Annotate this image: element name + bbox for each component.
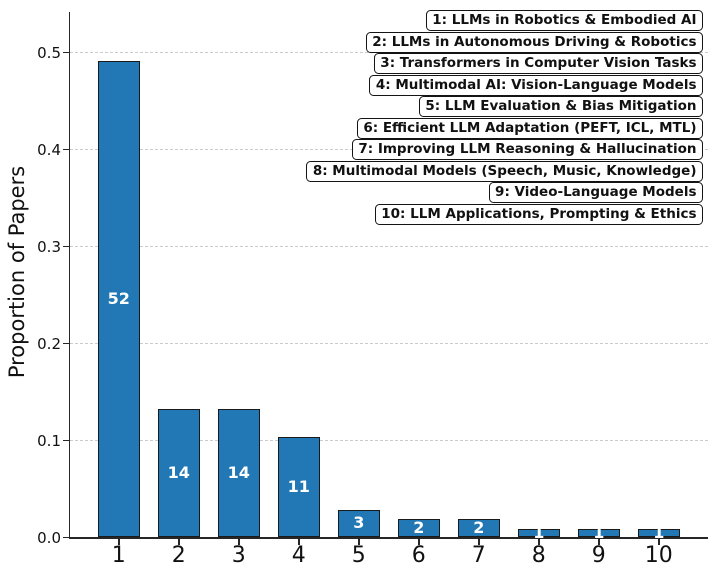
bar-count-label: 52 xyxy=(107,288,130,308)
bar-6 xyxy=(397,519,441,538)
y-tick-label: 0.4 xyxy=(37,140,61,159)
x-tick-7 xyxy=(478,539,480,545)
gridline-0.3 xyxy=(70,245,708,247)
bar-2 xyxy=(157,409,201,538)
y-tick-0.0 xyxy=(63,536,69,539)
x-tick-label: 7 xyxy=(471,543,486,568)
bar-7 xyxy=(457,519,501,538)
bar-4 xyxy=(277,436,321,538)
x-tick-label: 1 xyxy=(111,543,126,568)
y-tick-label: 0.0 xyxy=(37,528,61,547)
x-tick-label: 4 xyxy=(291,543,306,568)
bar-count-label: 3 xyxy=(353,513,365,533)
bar-count-label: 11 xyxy=(287,476,310,496)
bar-count-label: 1 xyxy=(533,522,545,542)
x-tick-label: 5 xyxy=(351,543,366,568)
y-tick-label: 0.3 xyxy=(37,237,61,256)
gridline-0.1 xyxy=(70,439,708,441)
x-tick-8 xyxy=(538,539,540,545)
legend-item-9: 9: Video-Language Models xyxy=(488,182,703,203)
x-tick-3 xyxy=(238,539,240,545)
legend-item-5: 5: LLM Evaluation & Bias Mitigation xyxy=(418,96,703,117)
x-tick-6 xyxy=(418,539,420,545)
y-tick-label: 0.2 xyxy=(37,334,61,353)
x-tick-label: 2 xyxy=(171,543,186,568)
legend-item-4: 4: Multimodal AI: Vision-Language Models xyxy=(369,74,703,96)
legend-item-7: 7: Improving LLM Reasoning & Hallucinati… xyxy=(351,139,703,160)
x-tick-label: 10 xyxy=(644,543,673,568)
gridline-0.2 xyxy=(70,342,708,344)
bar-count-label: 2 xyxy=(473,517,485,537)
y-tick-0.4 xyxy=(63,148,69,151)
bar-count-label: 1 xyxy=(653,522,665,542)
x-tick-label: 6 xyxy=(411,543,426,568)
x-tick-1 xyxy=(118,539,120,545)
y-axis-spine xyxy=(68,12,71,539)
legend-item-8: 8: Multimodal Models (Speech, Music, Kno… xyxy=(306,160,703,182)
y-tick-0.2 xyxy=(63,342,69,345)
bar-10 xyxy=(637,528,681,538)
x-tick-4 xyxy=(298,539,300,545)
legend-item-3: 3: Transformers in Computer Vision Tasks xyxy=(373,53,703,74)
x-tick-9 xyxy=(598,539,600,545)
y-tick-0.1 xyxy=(63,439,69,442)
y-tick-label: 0.1 xyxy=(37,431,61,450)
y-tick-0.3 xyxy=(63,245,69,248)
bar-count-label: 2 xyxy=(413,517,425,537)
bar-count-label: 14 xyxy=(227,462,250,482)
x-tick-10 xyxy=(658,539,660,545)
legend-item-2: 2: LLMs in Autonomous Driving & Robotics xyxy=(365,31,703,53)
x-tick-2 xyxy=(178,539,180,545)
bar-count-label: 14 xyxy=(167,462,190,482)
legend: 1: LLMs in Robotics & Embodied AI 2: LLMs… xyxy=(306,10,703,225)
legend-item-10: 10: LLM Applications, Prompting & Ethics xyxy=(374,203,703,225)
y-tick-label: 0.5 xyxy=(37,43,61,62)
x-tick-label: 9 xyxy=(591,543,606,568)
x-axis-spine xyxy=(68,537,708,540)
x-tick-label: 8 xyxy=(531,543,546,568)
x-tick-5 xyxy=(358,539,360,545)
bar-1 xyxy=(97,61,141,538)
bar-3 xyxy=(217,409,261,538)
y-tick-0.5 xyxy=(63,51,69,54)
legend-item-6: 6: Efficient LLM Adaptation (PEFT, ICL, … xyxy=(356,117,703,139)
bar-count-label: 1 xyxy=(593,522,605,542)
bar-9 xyxy=(577,528,621,538)
x-tick-label: 3 xyxy=(231,543,246,568)
bar-5 xyxy=(337,510,381,538)
legend-item-1: 1: LLMs in Robotics & Embodied AI xyxy=(425,10,703,31)
bar-8 xyxy=(517,528,561,538)
